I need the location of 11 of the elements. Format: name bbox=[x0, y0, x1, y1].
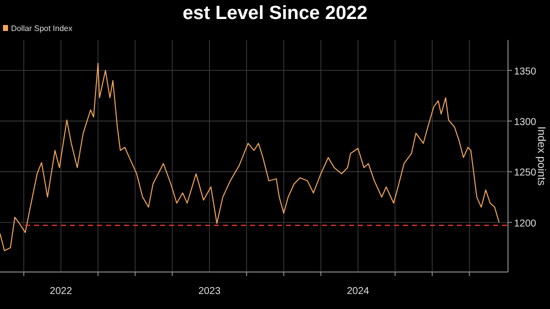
y-tick-label: 1200 bbox=[514, 218, 537, 230]
y-tick-label: 1250 bbox=[514, 168, 537, 179]
chart-title: est Level Since 2022 bbox=[182, 3, 368, 24]
line-series bbox=[0, 62, 500, 252]
y-tick-label: 1350 bbox=[514, 66, 537, 78]
y-tick-label: 1300 bbox=[514, 117, 537, 128]
x-tick-label: 2022 bbox=[50, 286, 72, 297]
legend-label: Dollar Spot Index bbox=[11, 24, 72, 33]
y-axis-title: Index points bbox=[535, 126, 547, 186]
x-tick-label: 2024 bbox=[346, 286, 370, 297]
x-tick-label: 2023 bbox=[198, 286, 221, 297]
